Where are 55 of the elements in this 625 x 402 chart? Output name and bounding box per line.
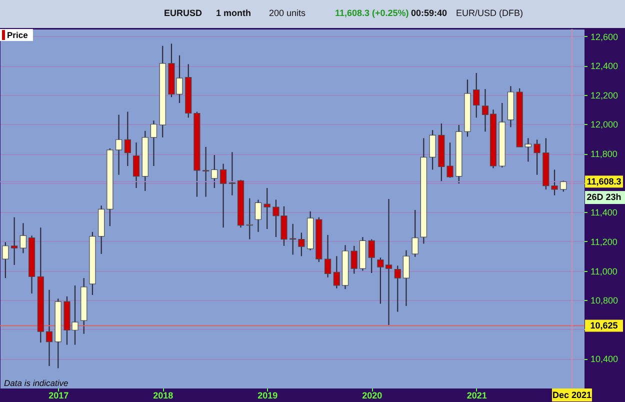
candlestick	[534, 139, 540, 176]
y-tick-label: 12,600	[590, 32, 618, 42]
x-tick-label: 2017	[48, 390, 69, 400]
ref-line-label: 10,625	[590, 320, 618, 331]
x-tick-label: 2019	[258, 390, 278, 400]
text: EUR/USD (DFB)	[456, 8, 523, 18]
candlestick	[473, 72, 480, 118]
y-tick-label: 11,000	[590, 266, 618, 276]
y-tick-label: 12,200	[590, 90, 618, 100]
candlestick	[264, 187, 270, 230]
candlestick	[524, 138, 532, 162]
text: EURUSD	[164, 8, 203, 18]
annotation: Data is indicative	[4, 378, 69, 388]
y-tick-label: 11,200	[590, 236, 618, 247]
text: 11,608.3 (+0.25%)	[335, 8, 409, 18]
candlestick	[211, 154, 218, 189]
text: 00:59:40	[411, 8, 448, 18]
candlestick	[394, 265, 401, 312]
candlestick	[228, 152, 236, 196]
candlestick	[560, 180, 567, 192]
candlestick	[202, 146, 210, 198]
candlestick	[333, 256, 340, 289]
text: 200 units	[269, 8, 306, 18]
candlestick	[298, 232, 305, 257]
y-tick-label: 11,400	[590, 208, 618, 218]
candlestick	[350, 245, 358, 274]
candlestick	[11, 216, 18, 266]
ref-line-label: 11,608.3	[586, 176, 622, 187]
y-tick-label: 11,800	[590, 149, 618, 160]
candlestick	[132, 142, 140, 189]
y-tick-label: 10,400	[590, 354, 618, 364]
y-tick-label: 12,400	[590, 61, 618, 72]
x-tick-label: 2021	[466, 390, 487, 400]
candlestick	[150, 120, 158, 167]
text: 1 month	[216, 8, 251, 18]
y-tick-label: 10,800	[590, 296, 618, 306]
candlestick	[324, 234, 332, 278]
x-tick-label: 2018	[153, 390, 174, 400]
candlestick	[2, 242, 9, 279]
candlestick	[412, 209, 418, 258]
candlestick	[290, 223, 296, 256]
candlestick	[46, 289, 53, 367]
legend-label: Price	[7, 30, 28, 40]
candlestick	[254, 199, 262, 232]
candlestick	[116, 114, 122, 176]
y-tick-label: 12,000	[590, 120, 618, 130]
candlestick	[402, 250, 410, 306]
candlestick	[429, 130, 436, 170]
x-tick-label: 2020	[362, 390, 382, 400]
text: 26D 23h	[586, 192, 622, 202]
candlestick	[220, 163, 227, 228]
candlestick	[20, 222, 26, 254]
candlestick	[124, 111, 131, 167]
candlestick	[368, 238, 375, 274]
ref-line-label: Dec 2021	[552, 390, 592, 400]
